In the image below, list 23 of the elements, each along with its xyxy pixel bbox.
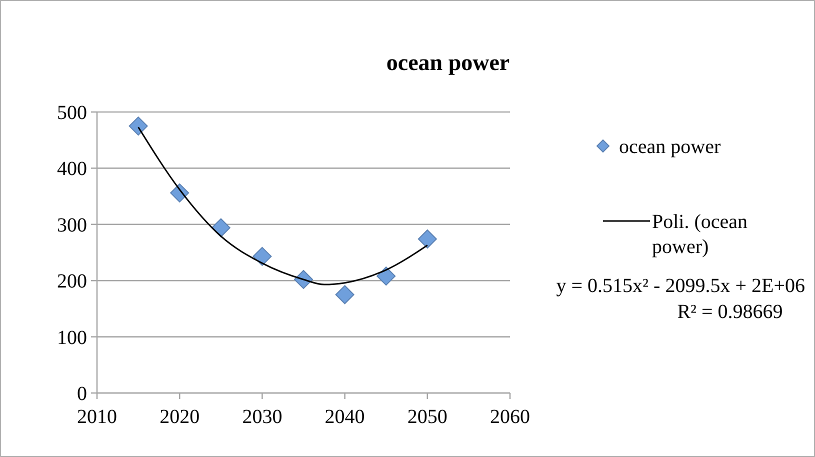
x-tick-label: 2050	[407, 406, 448, 428]
point	[335, 285, 354, 304]
y-tick-label: 500	[57, 102, 87, 124]
x-tick-label: 2010	[77, 406, 117, 428]
point	[418, 230, 437, 249]
y-tick-label: 0	[77, 383, 87, 405]
y-tick-label: 300	[57, 214, 87, 236]
text: y = 0.515x² - 2099.5x + 2E+06	[556, 275, 805, 297]
point	[376, 266, 396, 286]
point	[252, 246, 272, 266]
y-tick-label: 400	[57, 158, 87, 180]
text: R² = 0.98669	[677, 301, 783, 323]
point	[211, 218, 230, 238]
chart-title: ocean power	[386, 50, 510, 75]
x-tick-label: 2020	[160, 406, 200, 428]
y-tick-label: 100	[57, 326, 87, 349]
x-tick-label: 2030	[242, 406, 282, 428]
legend-label: Poli. (ocean power)	[652, 211, 748, 258]
x-tick-label: 2040	[324, 406, 365, 428]
point	[128, 116, 148, 136]
legend-label: ocean power	[619, 136, 721, 158]
y-tick-label: 200	[57, 270, 87, 293]
x-tick-label: 2060	[490, 406, 530, 428]
